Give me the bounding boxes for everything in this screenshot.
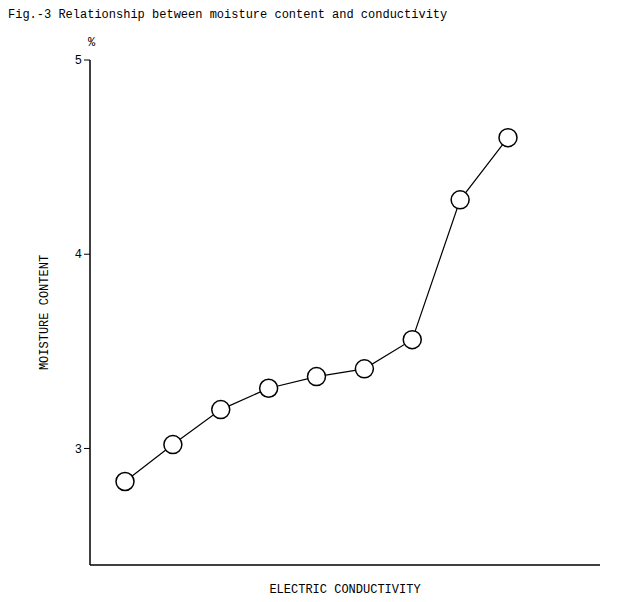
html-text:Fig.-3 Relationship between mo: Fig.-3 Relationship between moisture con… — [8, 8, 448, 22]
svg-text:ELECTRIC CONDUCTIVITY: ELECTRIC CONDUCTIVITY — [269, 583, 420, 597]
svg-text:4: 4 — [75, 248, 82, 262]
svg-text:5: 5 — [75, 54, 82, 68]
svg-text:MOISTURE CONTENT: MOISTURE CONTENT — [38, 255, 52, 370]
svg-text:3: 3 — [75, 443, 82, 457]
